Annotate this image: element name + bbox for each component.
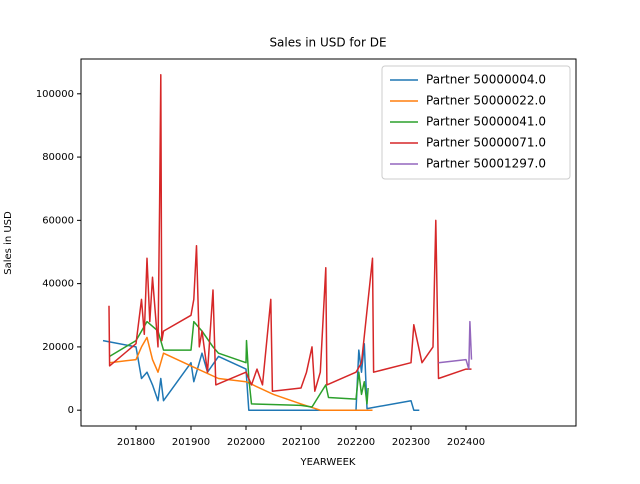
x-tick-label: 201800 [117,437,155,448]
plot-frame [80,58,577,427]
x-tick-label: 202400 [447,437,485,448]
y-tick-label: 60000 [42,215,74,226]
legend-label: Partner 50001297.0 [426,157,546,171]
series-line [109,336,373,411]
series-line [102,339,420,411]
legend-label: Partner 50000022.0 [426,94,546,108]
x-tick-label: 201900 [172,437,210,448]
legend-label: Partner 50000071.0 [426,136,546,150]
legend-label: Partner 50000004.0 [426,73,546,87]
y-tick-label: 20000 [42,342,74,353]
x-tick-label: 202000 [227,437,265,448]
legend-box [381,65,571,180]
x-axis-label: YEARWEEK [300,457,356,468]
y-axis-label: Sales in USD [3,211,14,275]
x-tick-label: 202100 [282,437,320,448]
x-tick-label: 202300 [392,437,430,448]
y-tick-label: 40000 [42,279,74,290]
series-line [438,320,473,370]
y-tick-label: 80000 [42,152,74,163]
series-line [109,320,369,408]
chart-title: Sales in USD for DE [269,36,386,50]
series-line [108,74,472,392]
x-tick-label: 202200 [337,437,375,448]
legend-label: Partner 50000041.0 [426,115,546,129]
y-tick-label: 100000 [36,89,74,100]
y-tick-label: 0 [68,405,74,416]
